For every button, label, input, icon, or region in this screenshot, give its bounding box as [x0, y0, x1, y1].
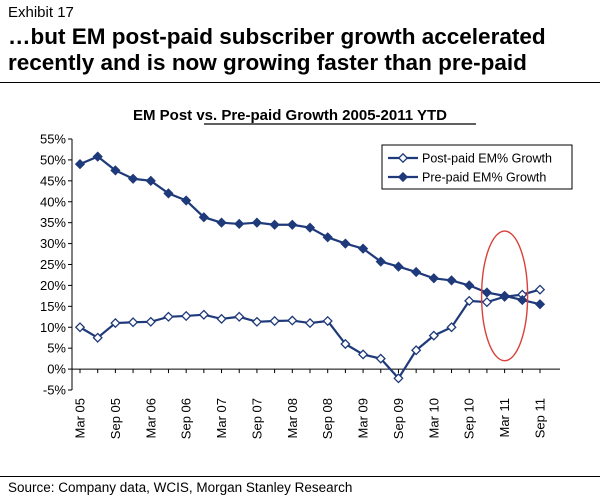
data-point — [251, 316, 263, 327]
data-point — [357, 243, 369, 254]
x-tick-label: Mar 05 — [73, 398, 88, 438]
data-point — [340, 238, 351, 249]
data-point — [446, 275, 457, 286]
series-post-paid — [74, 284, 546, 384]
data-point — [375, 353, 386, 364]
data-point — [110, 165, 121, 176]
data-point — [322, 232, 333, 243]
x-tick-label: Sep 11 — [533, 398, 548, 438]
data-point — [251, 217, 263, 228]
data-point — [428, 273, 439, 284]
x-tick-label: Sep 09 — [391, 398, 406, 439]
data-point — [127, 173, 139, 184]
legend-label: Post-paid EM% Growth — [422, 152, 552, 166]
data-point — [287, 315, 298, 326]
data-point — [127, 317, 139, 328]
data-point — [446, 322, 457, 333]
data-point — [517, 294, 528, 306]
data-point — [234, 311, 245, 322]
x-tick-label: Sep 10 — [462, 398, 477, 439]
data-point — [198, 309, 209, 320]
y-tick-label: 55% — [40, 132, 66, 147]
y-tick-label: 35% — [40, 215, 66, 230]
data-point — [269, 315, 280, 327]
legend-label: Pre-paid EM% Growth — [422, 171, 546, 185]
bottom-divider — [0, 476, 600, 477]
data-point — [534, 284, 546, 295]
data-point — [74, 158, 86, 170]
data-point — [163, 188, 174, 199]
chart-title: EM Post vs. Pre-paid Growth 2005-2011 YT… — [133, 107, 447, 124]
y-tick-label: 30% — [40, 236, 66, 251]
highlight-ellipse — [480, 230, 529, 362]
line-chart: EM Post vs. Pre-paid Growth 2005-2011 YT… — [40, 107, 573, 439]
data-point — [340, 338, 351, 350]
data-point — [181, 195, 192, 206]
data-point — [499, 290, 510, 301]
data-point — [481, 297, 493, 308]
y-tick-label: 45% — [40, 173, 66, 188]
data-point — [464, 280, 475, 291]
x-tick-label: Mar 10 — [426, 398, 441, 438]
data-point — [74, 322, 86, 333]
y-tick-label: 20% — [40, 278, 66, 293]
data-point — [198, 212, 209, 223]
legend-swatch-marker — [397, 171, 409, 183]
data-point — [234, 218, 245, 230]
data-point — [534, 299, 546, 310]
x-tick-label: Mar 11 — [497, 398, 512, 438]
y-tick-label: 50% — [40, 152, 66, 167]
y-tick-label: 40% — [40, 194, 66, 209]
series-pre-paid — [74, 151, 546, 310]
legend-box — [381, 144, 573, 190]
data-point — [92, 151, 103, 162]
x-tick-label: Mar 06 — [143, 398, 158, 438]
y-tick-label: 10% — [40, 320, 66, 335]
data-point — [464, 295, 475, 307]
legend-swatch-marker — [397, 152, 409, 164]
data-point — [145, 316, 156, 327]
data-point — [393, 373, 404, 384]
exhibit-label: Exhibit 17 — [8, 4, 74, 21]
data-point — [375, 256, 386, 267]
page-title: …but EM post-paid subscriber growth acce… — [8, 24, 546, 75]
x-tick-label: Mar 07 — [214, 398, 229, 438]
data-point — [357, 349, 369, 360]
data-point — [110, 317, 121, 329]
x-tick-label: Sep 07 — [249, 398, 264, 439]
top-divider — [0, 82, 600, 83]
data-point — [269, 219, 280, 230]
x-tick-label: Sep 05 — [108, 398, 123, 439]
x-tick-label: Sep 06 — [179, 398, 194, 439]
y-tick-label: 15% — [40, 299, 66, 314]
data-point — [411, 345, 422, 356]
y-tick-label: -5% — [43, 383, 67, 398]
y-tick-label: 25% — [40, 257, 66, 272]
data-point — [481, 287, 493, 298]
data-point — [216, 217, 227, 228]
x-tick-label: Mar 08 — [285, 398, 300, 438]
data-point — [216, 313, 227, 325]
data-point — [411, 266, 422, 278]
data-point — [145, 175, 156, 186]
data-point — [287, 219, 298, 230]
data-point — [322, 315, 333, 327]
data-point — [304, 317, 316, 329]
y-tick-label: 5% — [47, 341, 66, 356]
x-tick-label: Mar 09 — [356, 398, 371, 438]
data-point — [428, 330, 439, 341]
data-point — [92, 332, 103, 343]
data-point — [163, 311, 174, 322]
y-tick-label: 0% — [47, 362, 66, 377]
x-tick-label: Sep 08 — [320, 398, 335, 439]
data-point — [181, 310, 192, 322]
data-point — [304, 222, 316, 233]
source-note: Source: Company data, WCIS, Morgan Stanl… — [8, 480, 353, 495]
data-point — [393, 261, 404, 272]
